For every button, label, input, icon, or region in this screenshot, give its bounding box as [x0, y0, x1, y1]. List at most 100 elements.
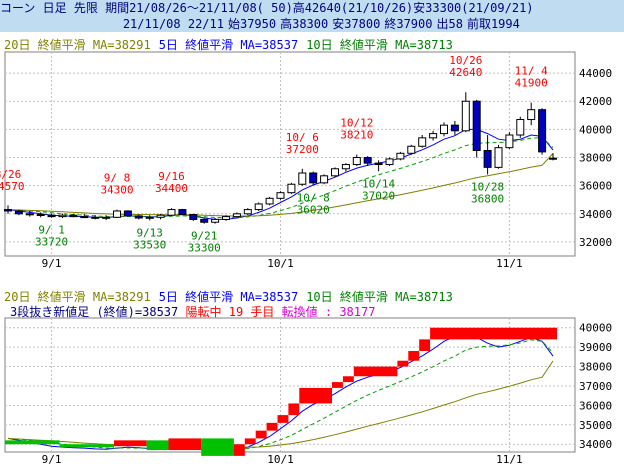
three-line-status: 陽転中 — [185, 305, 222, 319]
extreme-annotation: 34300 — [100, 184, 133, 197]
candle-body — [265, 197, 274, 205]
candle-body — [385, 158, 394, 166]
three-line-block — [277, 415, 289, 423]
candle-body — [80, 216, 89, 219]
candle-body — [440, 124, 448, 135]
extreme-annotation: 9/16 — [158, 170, 185, 183]
candle-body — [4, 209, 12, 212]
bottom-y-tick-label: 36000 — [579, 399, 612, 412]
candle-body — [407, 145, 416, 154]
candle-body — [189, 213, 198, 220]
candle-body — [25, 213, 34, 216]
candle-body — [298, 172, 307, 185]
three-line-block — [255, 430, 267, 439]
three-line-block — [342, 376, 354, 383]
three-line-block — [59, 444, 114, 448]
top-y-tick-label: 44000 — [579, 67, 612, 80]
top-y-tick-label: 42000 — [579, 95, 612, 108]
candle-body — [494, 147, 503, 168]
extreme-annotation: 8/26 — [0, 168, 21, 181]
candle-body — [352, 157, 361, 166]
candle-body — [69, 214, 78, 218]
extreme-annotation: 10/ 8 — [297, 191, 330, 204]
extreme-annotation: 34400 — [155, 182, 188, 195]
three-line-count: 19 手目 — [228, 305, 275, 319]
info-open-interest: 前取1994 — [466, 17, 520, 31]
legend-ma5: 5日 終値平滑 MA=38537 — [158, 38, 299, 52]
extreme-annotation: 33720 — [35, 236, 68, 249]
three-line-block — [408, 351, 420, 361]
candle-body — [113, 210, 121, 218]
bottom-x-tick-label: 11/1 — [496, 453, 523, 466]
legend-ma10: 10日 終値平滑 MA=38713 — [306, 38, 453, 52]
bottom-y-tick-label: 37000 — [579, 380, 612, 393]
info-open: 始37950 — [227, 17, 277, 31]
three-line-turn-value: 転換値 : 38177 — [281, 305, 376, 319]
extreme-annotation: 10/12 — [340, 117, 373, 130]
candle-body — [461, 100, 470, 132]
candle-body — [276, 192, 285, 199]
candle-body — [396, 152, 405, 160]
bottom-y-tick-label: 38000 — [579, 361, 612, 374]
bottom-y-tick-label: 35000 — [579, 419, 612, 432]
three-line-break-info: 3段抜き新値足 (終値)=38537 陽転中 19 手目 転換値 : 38177 — [10, 303, 375, 320]
extreme-annotation: 9/ 1 — [38, 224, 65, 237]
top-y-tick-label: 38000 — [579, 152, 612, 165]
candle-body — [505, 134, 514, 149]
candle-body — [374, 162, 383, 166]
candle-body — [156, 214, 165, 218]
bottom-y-tick-label: 39000 — [579, 341, 612, 354]
candle-body — [14, 210, 23, 215]
three-line-block — [5, 440, 60, 445]
top-x-tick-label: 10/1 — [267, 257, 294, 270]
info-date: 21/11/08 22/11 — [122, 17, 224, 31]
extreme-annotation: 41900 — [515, 77, 548, 90]
candle-body — [429, 133, 438, 139]
three-line-block — [244, 438, 256, 445]
top-y-tick-label: 40000 — [579, 123, 612, 136]
candle-body — [167, 209, 176, 216]
candle-body — [91, 216, 100, 219]
candle-body — [211, 218, 220, 223]
extreme-annotation: 34570 — [0, 180, 25, 193]
top-x-tick-label: 11/1 — [496, 257, 523, 270]
top-y-tick-label: 34000 — [579, 208, 612, 221]
extreme-annotation: 10/ 6 — [286, 131, 319, 144]
candle-body — [418, 137, 427, 147]
candle-body — [123, 210, 132, 217]
extreme-annotation: 42640 — [449, 66, 482, 79]
candle-body — [232, 213, 241, 218]
ma-legend-bottom: 20日 終値平滑 MA=38291 5日 終値平滑 MA=38537 10日 終値平… — [4, 288, 461, 305]
extreme-annotation: 33530 — [133, 238, 166, 251]
candle-body — [58, 214, 67, 218]
candle-body — [538, 109, 547, 153]
chart-title-bar: コーン 日足 先限 期間21/08/26～21/11/08( 50)高42640… — [0, 0, 624, 16]
top-y-tick-label: 32000 — [579, 236, 612, 249]
extreme-annotation: 11/ 4 — [515, 65, 548, 78]
candle-body — [287, 183, 296, 194]
three-line-block — [146, 440, 169, 451]
candle-body — [145, 216, 154, 219]
bottom-ma-line-2 — [7, 360, 554, 448]
candle-body — [200, 218, 209, 223]
top-x-tick-label: 9/1 — [42, 257, 62, 270]
top-y-tick-label: 36000 — [579, 180, 612, 193]
three-line-block — [233, 444, 245, 456]
three-line-block — [332, 382, 343, 388]
candle-body — [516, 119, 525, 136]
extreme-annotation: 9/21 — [191, 230, 218, 243]
candle-body — [309, 172, 318, 184]
three-line-block — [353, 366, 398, 377]
three-line-block — [266, 422, 278, 431]
legend-ma10-bottom: 10日 終値平滑 MA=38713 — [306, 290, 453, 304]
legend-ma20-bottom: 20日 終値平滑 MA=38291 — [4, 290, 151, 304]
extreme-annotation: 10/14 — [362, 177, 395, 190]
info-low: 安37800 — [332, 17, 381, 31]
candle-body — [47, 214, 56, 218]
extreme-annotation: 38210 — [340, 129, 373, 142]
three-line-label: 3段抜き新値足 (終値)=38537 — [10, 305, 179, 319]
candle-body — [341, 164, 350, 170]
three-line-block — [168, 438, 202, 451]
bottom-x-tick-label: 10/1 — [267, 453, 294, 466]
